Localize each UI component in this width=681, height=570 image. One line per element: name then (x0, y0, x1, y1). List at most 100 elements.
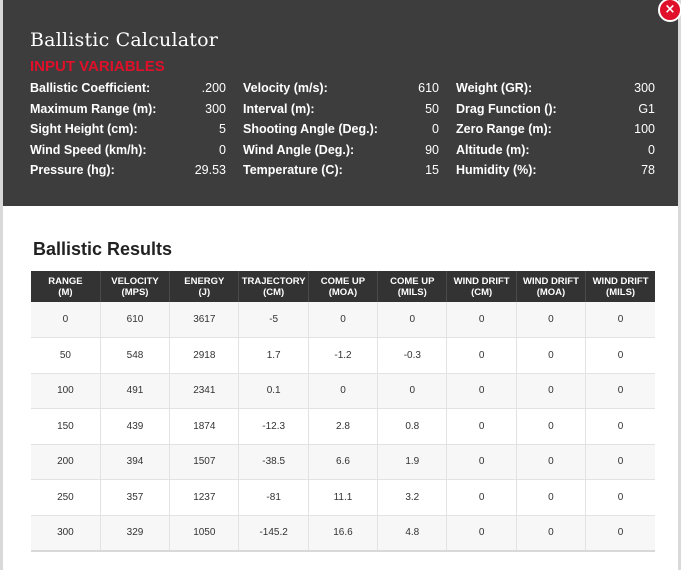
results-heading: Ballistic Results (33, 239, 173, 259)
table-cell: 0 (446, 302, 517, 338)
input-variables-grid: Ballistic Coefficient: .200 Velocity (m/… (30, 78, 660, 181)
table-cell: 0.8 (377, 408, 448, 445)
table-cell: 0.1 (238, 373, 309, 409)
column-header-come-up-mils: COME UP (MILS) (377, 271, 448, 302)
drag-function-value: G1 (638, 101, 655, 116)
input-variables-heading: INPUT VARIABLES (30, 58, 165, 75)
table-cell: 0 (585, 444, 655, 480)
results-table-body: 0 610 3617 -5 0 0 0 0 0 50 548 2918 1.7 -1.2 -0.3 0 0 0 10… (31, 302, 655, 551)
drag-function-label: Drag Function (): (456, 101, 557, 116)
temperature-value: 15 (425, 163, 439, 177)
pressure-value: 29.53 (194, 163, 226, 177)
table-cell: -0.3 (377, 337, 448, 374)
shooting-angle-label: Shooting Angle (Deg.): (243, 122, 378, 136)
wind-angle-label: Wind Angle (Deg.): (243, 142, 355, 157)
table-cell: 4.8 (377, 515, 448, 551)
sight-height-label: Sight Height (cm): (30, 122, 138, 136)
table-cell: 6.6 (308, 444, 379, 480)
table-cell: 0 (516, 373, 587, 409)
table-cell: 0 (377, 373, 448, 409)
table-cell: 610 (100, 302, 171, 338)
table-cell: 2.8 (308, 408, 379, 445)
ballistic-coefficient-label: Ballistic Coefficient: (30, 81, 151, 95)
sight-height-value: 5 (219, 122, 226, 136)
maximum-range-label: Maximum Range (m): (30, 101, 157, 116)
ballistic-calculator-modal: Ballistic Calculator INPUT VARIABLES Bal… (3, 0, 678, 570)
table-cell: 1507 (169, 444, 240, 480)
table-cell: 548 (100, 337, 171, 374)
table-cell: 329 (100, 515, 171, 551)
table-cell: 0 (516, 515, 587, 551)
temperature-label: Temperature (C): (243, 163, 343, 177)
table-cell: 0 (585, 408, 655, 445)
table-cell: -1.2 (308, 337, 379, 374)
table-cell: 1237 (169, 479, 240, 516)
table-cell: -38.5 (238, 444, 309, 480)
table-cell: 0 (585, 373, 655, 409)
table-cell: 0 (31, 302, 101, 338)
table-cell: 16.6 (308, 515, 379, 551)
input-row: Ballistic Coefficient: .200 Velocity (m/… (30, 78, 660, 99)
table-row: 200 394 1507 -38.5 6.6 1.9 0 0 0 (31, 444, 655, 480)
wind-angle-value: 90 (425, 142, 439, 157)
table-cell: 3617 (169, 302, 240, 338)
table-cell: 0 (446, 408, 517, 445)
table-row: 50 548 2918 1.7 -1.2 -0.3 0 0 0 (31, 337, 655, 374)
ballistic-results-table: RANGE (M) VELOCITY (MPS) ENERGY (J) TRAJECT… (31, 271, 655, 552)
modal-title: Ballistic Calculator (30, 29, 219, 51)
close-icon[interactable]: × (658, 0, 681, 22)
table-cell: 1050 (169, 515, 240, 551)
velocity-value: 610 (418, 81, 439, 95)
humidity-label: Humidity (%): (456, 163, 537, 177)
table-cell: 150 (31, 408, 101, 445)
table-cell: 357 (100, 479, 171, 516)
column-header-come-up-moa: COME UP (MOA) (308, 271, 379, 302)
maximum-range-value: 300 (205, 101, 226, 116)
zero-range-label: Zero Range (m): (456, 122, 552, 136)
table-cell: -12.3 (238, 408, 309, 445)
table-cell: 0 (446, 373, 517, 409)
table-cell: 3.2 (377, 479, 448, 516)
table-cell: 0 (446, 444, 517, 480)
table-cell: 0 (516, 302, 587, 338)
table-cell: 394 (100, 444, 171, 480)
table-cell: 200 (31, 444, 101, 480)
column-header-wind-drift-mils: WIND DRIFT (MILS) (585, 271, 655, 302)
table-cell: 2341 (169, 373, 240, 409)
table-cell: 0 (308, 302, 379, 338)
table-cell: 0 (446, 515, 517, 551)
table-row: 100 491 2341 0.1 0 0 0 0 0 (31, 373, 655, 409)
table-cell: 0 (585, 337, 655, 374)
table-cell: 0 (446, 337, 517, 374)
altitude-value: 0 (648, 142, 655, 157)
table-cell: 50 (31, 337, 101, 374)
input-row: Pressure (hg): 29.53 Temperature (C): 15… (30, 160, 660, 181)
table-cell: -5 (238, 302, 309, 338)
table-cell: 1.7 (238, 337, 309, 374)
modal-header: Ballistic Calculator INPUT VARIABLES Bal… (3, 0, 678, 206)
input-row: Wind Speed (km/h): 0 Wind Angle (Deg.): … (30, 140, 660, 161)
table-cell: 0 (516, 479, 587, 516)
input-row: Maximum Range (m): 300 Interval (m): 50 … (30, 99, 660, 120)
table-row: 250 357 1237 -81 11.1 3.2 0 0 0 (31, 479, 655, 516)
table-cell: 100 (31, 373, 101, 409)
input-row: Sight Height (cm): 5 Shooting Angle (Deg… (30, 119, 660, 140)
table-cell: 0 (516, 444, 587, 480)
zero-range-value: 100 (634, 122, 655, 136)
altitude-label: Altitude (m): (456, 142, 530, 157)
table-cell: 0 (585, 302, 655, 338)
table-cell: 0 (516, 337, 587, 374)
table-row: 300 329 1050 -145.2 16.6 4.8 0 0 0 (31, 515, 655, 551)
table-cell: 300 (31, 515, 101, 551)
column-header-wind-drift-cm: WIND DRIFT (CM) (446, 271, 517, 302)
table-cell: 2918 (169, 337, 240, 374)
velocity-label: Velocity (m/s): (243, 81, 328, 95)
humidity-value: 78 (641, 163, 655, 177)
interval-value: 50 (425, 101, 439, 116)
table-cell: 0 (516, 408, 587, 445)
column-header-range: RANGE (M) (31, 271, 101, 302)
table-header-row: RANGE (M) VELOCITY (MPS) ENERGY (J) TRAJECT… (31, 271, 655, 302)
table-row: 150 439 1874 -12.3 2.8 0.8 0 0 0 (31, 408, 655, 445)
table-cell: -81 (238, 479, 309, 516)
weight-value: 300 (634, 81, 655, 95)
